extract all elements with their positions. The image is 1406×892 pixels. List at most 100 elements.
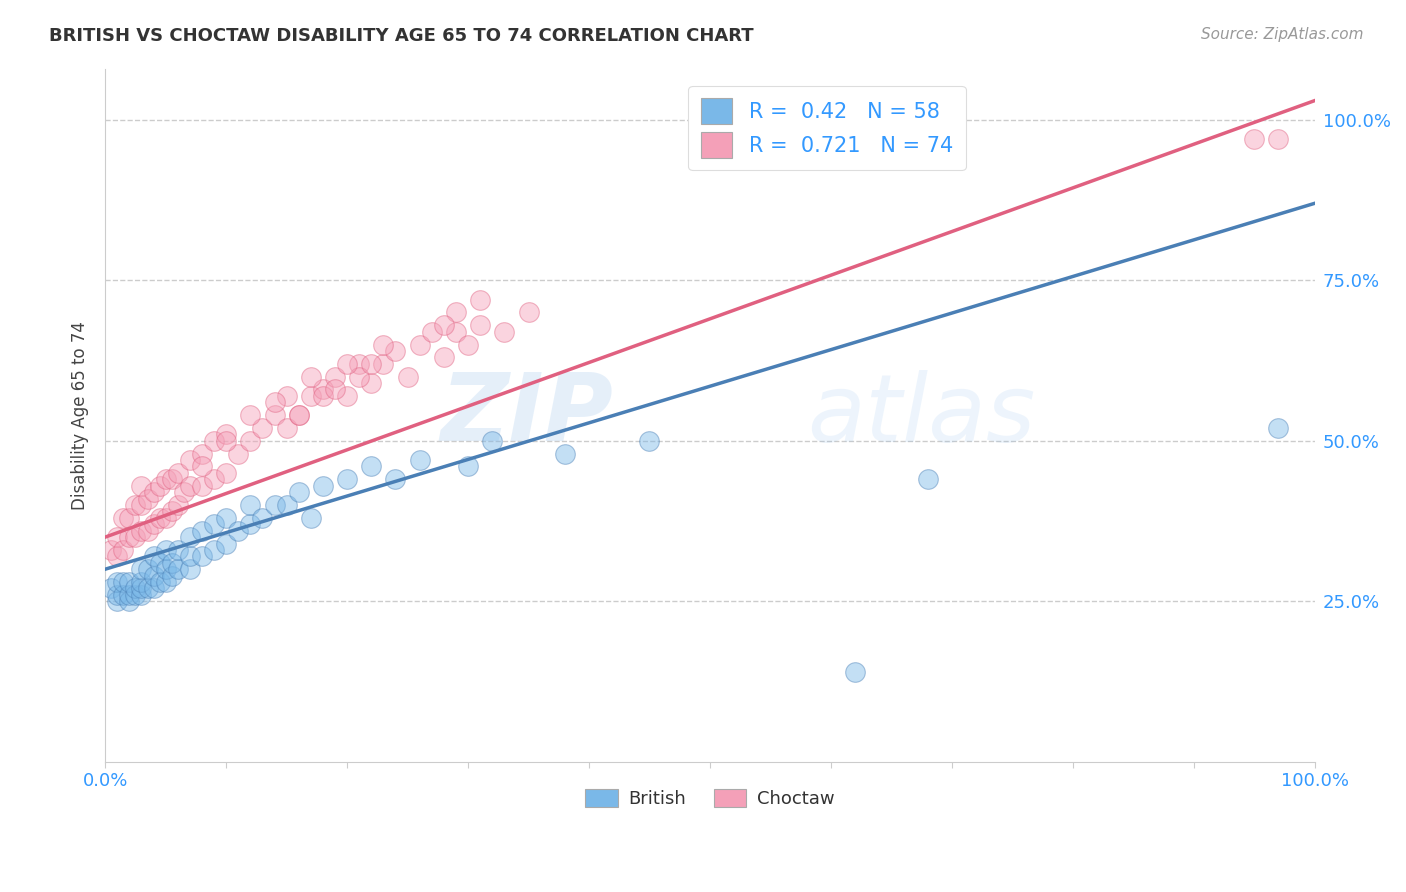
Point — [554, 447, 576, 461]
Point — [155, 562, 177, 576]
Point — [215, 434, 238, 448]
Point — [155, 511, 177, 525]
Point — [173, 485, 195, 500]
Point — [408, 453, 430, 467]
Text: Source: ZipAtlas.com: Source: ZipAtlas.com — [1201, 27, 1364, 42]
Point — [124, 498, 146, 512]
Point — [276, 498, 298, 512]
Point — [202, 472, 225, 486]
Point — [160, 504, 183, 518]
Point — [105, 594, 128, 608]
Point — [252, 511, 274, 525]
Point — [131, 524, 153, 538]
Point — [160, 568, 183, 582]
Point — [155, 472, 177, 486]
Point — [118, 588, 141, 602]
Point — [179, 562, 201, 576]
Point — [287, 485, 309, 500]
Point — [287, 408, 309, 422]
Point — [131, 575, 153, 590]
Point — [276, 389, 298, 403]
Point — [131, 498, 153, 512]
Point — [166, 498, 188, 512]
Point — [142, 582, 165, 596]
Point — [105, 575, 128, 590]
Point — [299, 369, 322, 384]
Point — [917, 472, 939, 486]
Point — [160, 556, 183, 570]
Point — [131, 479, 153, 493]
Point — [263, 408, 285, 422]
Point — [149, 556, 172, 570]
Point — [444, 305, 467, 319]
Point — [1267, 421, 1289, 435]
Point — [1267, 132, 1289, 146]
Point — [239, 408, 262, 422]
Point — [347, 369, 370, 384]
Point — [360, 459, 382, 474]
Point — [149, 479, 172, 493]
Point — [149, 575, 172, 590]
Text: BRITISH VS CHOCTAW DISABILITY AGE 65 TO 74 CORRELATION CHART: BRITISH VS CHOCTAW DISABILITY AGE 65 TO … — [49, 27, 754, 45]
Point — [191, 524, 214, 538]
Text: ZIP: ZIP — [440, 369, 613, 461]
Point — [112, 543, 135, 558]
Point — [263, 395, 285, 409]
Point — [155, 543, 177, 558]
Point — [124, 530, 146, 544]
Point — [118, 530, 141, 544]
Point — [191, 459, 214, 474]
Point — [105, 530, 128, 544]
Point — [844, 665, 866, 679]
Point — [299, 389, 322, 403]
Point — [118, 511, 141, 525]
Point — [215, 536, 238, 550]
Y-axis label: Disability Age 65 to 74: Disability Age 65 to 74 — [72, 321, 89, 509]
Point — [433, 318, 456, 333]
Point — [215, 511, 238, 525]
Point — [226, 447, 249, 461]
Point — [160, 472, 183, 486]
Point — [142, 568, 165, 582]
Point — [215, 466, 238, 480]
Point — [136, 582, 159, 596]
Point — [191, 549, 214, 564]
Point — [149, 511, 172, 525]
Point — [142, 485, 165, 500]
Point — [312, 479, 335, 493]
Point — [287, 408, 309, 422]
Point — [179, 453, 201, 467]
Point — [347, 357, 370, 371]
Point — [638, 434, 661, 448]
Point — [191, 447, 214, 461]
Point — [191, 479, 214, 493]
Point — [124, 582, 146, 596]
Text: atlas: atlas — [807, 369, 1035, 460]
Point — [384, 343, 406, 358]
Point — [118, 594, 141, 608]
Point — [166, 466, 188, 480]
Point — [179, 549, 201, 564]
Point — [131, 582, 153, 596]
Point — [336, 357, 359, 371]
Point — [517, 305, 540, 319]
Point — [124, 588, 146, 602]
Point — [312, 383, 335, 397]
Point — [136, 562, 159, 576]
Point — [323, 369, 346, 384]
Point — [433, 351, 456, 365]
Point — [112, 588, 135, 602]
Point — [336, 472, 359, 486]
Point — [312, 389, 335, 403]
Point — [457, 459, 479, 474]
Point — [142, 549, 165, 564]
Point — [105, 549, 128, 564]
Point — [457, 337, 479, 351]
Point — [1243, 132, 1265, 146]
Point — [360, 357, 382, 371]
Point — [215, 427, 238, 442]
Point — [299, 511, 322, 525]
Point — [276, 421, 298, 435]
Point — [118, 575, 141, 590]
Point — [202, 434, 225, 448]
